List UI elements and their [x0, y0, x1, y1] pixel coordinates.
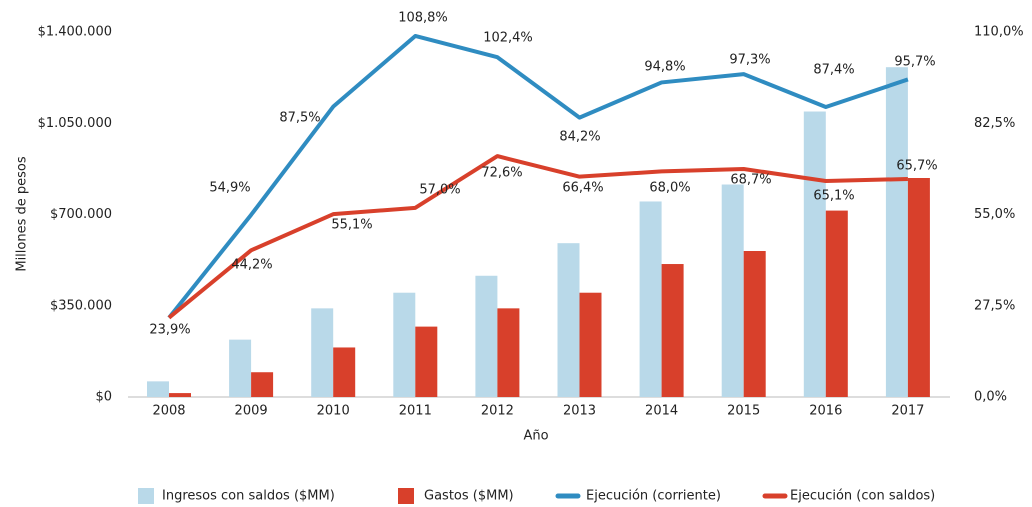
bar	[639, 201, 662, 397]
bar	[907, 178, 930, 397]
y2-tick-label: 0,0%	[974, 390, 1007, 405]
data-label: 84,2%	[559, 130, 600, 145]
y-tick-label: $0	[95, 390, 112, 405]
legend-label: Gastos ($MM)	[424, 489, 514, 504]
data-label: 68,0%	[649, 181, 690, 196]
bar	[475, 275, 498, 397]
bar	[311, 308, 334, 397]
bar	[393, 292, 416, 397]
x-tick-label: 2015	[727, 404, 760, 419]
x-tick-label: 2010	[317, 404, 350, 419]
bar	[169, 393, 191, 397]
bar	[147, 381, 169, 397]
data-label: 65,1%	[813, 189, 854, 204]
data-label: 65,7%	[896, 159, 937, 174]
y2-tick-label: 55,0%	[974, 207, 1015, 222]
data-label: 54,9%	[209, 181, 250, 196]
legend-label: Ejecución (corriente)	[586, 489, 721, 504]
data-label: 55,1%	[331, 218, 372, 233]
bar	[721, 184, 744, 397]
y2-tick-label: 110,0%	[974, 25, 1024, 40]
legend-swatch	[398, 488, 414, 504]
data-label: 23,9%	[149, 323, 190, 338]
y2-tick-label: 27,5%	[974, 298, 1015, 313]
bar	[885, 67, 908, 398]
data-label: 94,8%	[644, 60, 685, 75]
bar	[497, 308, 520, 397]
bar	[251, 372, 274, 397]
x-tick-label: 2017	[891, 404, 924, 419]
legend-swatch	[138, 488, 154, 504]
x-tick-label: 2014	[645, 404, 678, 419]
x-tick-label: 2013	[563, 404, 596, 419]
bar	[415, 326, 438, 397]
bar	[557, 243, 580, 397]
x-tick-label: 2008	[152, 404, 185, 419]
y2-tick-label: 82,5%	[974, 116, 1015, 131]
data-label: 87,5%	[279, 111, 320, 126]
x-tick-label: 2009	[235, 404, 268, 419]
data-label: 68,7%	[730, 173, 771, 188]
x-tick-label: 2011	[399, 404, 432, 419]
data-label: 72,6%	[481, 166, 522, 181]
bar	[229, 339, 252, 397]
bar	[579, 292, 602, 397]
x-tick-label: 2016	[809, 404, 842, 419]
y-tick-label: $1.400.000	[38, 25, 112, 40]
bar	[803, 111, 826, 398]
data-label: 97,3%	[729, 53, 770, 68]
y-axis-label: Millones de pesos	[15, 156, 30, 272]
x-axis-label: Año	[523, 429, 548, 444]
data-label: 95,7%	[894, 55, 935, 70]
line	[167, 33, 909, 319]
data-label: 108,8%	[398, 11, 448, 26]
y-tick-label: $1.050.000	[38, 116, 112, 131]
data-label: 87,4%	[813, 63, 854, 78]
y-tick-label: $700.000	[50, 207, 112, 222]
line	[167, 154, 908, 320]
legend-label: Ejecución (con saldos)	[790, 489, 935, 504]
x-tick-label: 2012	[481, 404, 514, 419]
data-label: 44,2%	[231, 258, 272, 273]
y-tick-label: $350.000	[50, 298, 112, 313]
bar	[825, 210, 848, 397]
legend-label: Ingresos con saldos ($MM)	[162, 489, 335, 504]
data-label: 66,4%	[562, 181, 603, 196]
bar	[333, 347, 356, 397]
bar	[661, 264, 684, 397]
data-label: 57,0%	[419, 183, 460, 198]
data-label: 102,4%	[483, 31, 533, 46]
bar	[743, 251, 766, 397]
